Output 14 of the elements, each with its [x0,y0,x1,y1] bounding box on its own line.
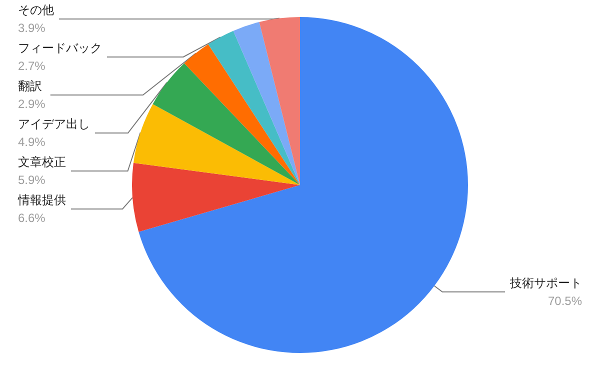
data-label: 3.9% [18,21,46,35]
slice-label: 技術サポート [509,276,582,290]
data-label: 2.7% [18,59,46,73]
slice-label: その他 [18,3,54,17]
data-label: 5.9% [18,173,46,187]
slice-label: アイデア出し [18,117,90,131]
data-label: 4.9% [18,135,46,149]
data-label: 6.6% [18,211,46,225]
slice-label: 情報提供 [17,193,66,207]
slice-label: 翻訳 [18,79,42,93]
slice-label: 文章校正 [18,155,66,169]
data-label: 2.9% [18,97,46,111]
data-label: 70.5% [548,294,582,308]
slice-label: フィードバック [18,41,102,55]
